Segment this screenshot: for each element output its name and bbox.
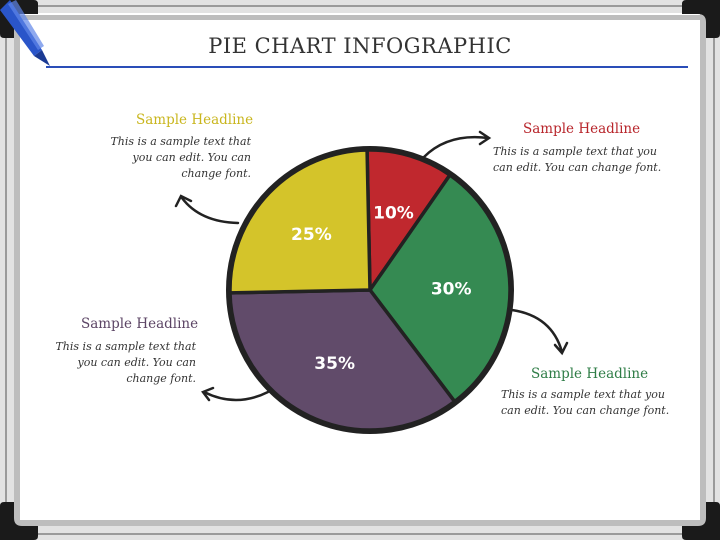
callout-text-top-left: This is a sample text that you can edit.… [110,135,251,180]
arrowhead-bottom-right [553,341,569,356]
arrow-bottom-right [510,308,564,354]
marker-icon [0,0,50,66]
callout-headline-top-left: Sample Headline [136,112,254,128]
corner-cap-bottom-right [682,502,720,540]
arrowhead-bottom-left [201,386,215,402]
callout-text-top-right: This is a sample text that you can edit.… [493,145,662,174]
corner-cap-top-right [682,0,720,38]
pie-slice-30 [368,173,512,404]
pie-slice-35 [228,288,457,432]
pie-label-35: 35% [314,354,355,374]
arrow-bottom-left [202,390,270,402]
callout-headline-top-right: Sample Headline [523,121,641,137]
arrow-top-left [180,196,240,225]
pie-slice-25 [228,148,372,295]
callout-arrows [174,130,569,402]
callout-headline-bottom-left: Sample Headline [81,316,199,332]
arrow-top-right [422,135,490,159]
callout-text-bottom-left: This is a sample text that you can edit.… [55,340,196,385]
pie-label-25: 25% [291,225,332,245]
pie-label-10: 10% [373,203,414,223]
arrowhead-top-right [478,130,492,146]
callout-text-bottom-right: This is a sample text that you can edit.… [501,388,670,417]
corner-cap-bottom-left [0,502,38,540]
callout-headline-bottom-right: Sample Headline [531,366,649,382]
pie-label-30: 30% [431,279,472,299]
page-title: PIE CHART INFOGRAPHIC [208,34,512,58]
arrowhead-top-left [174,194,193,208]
